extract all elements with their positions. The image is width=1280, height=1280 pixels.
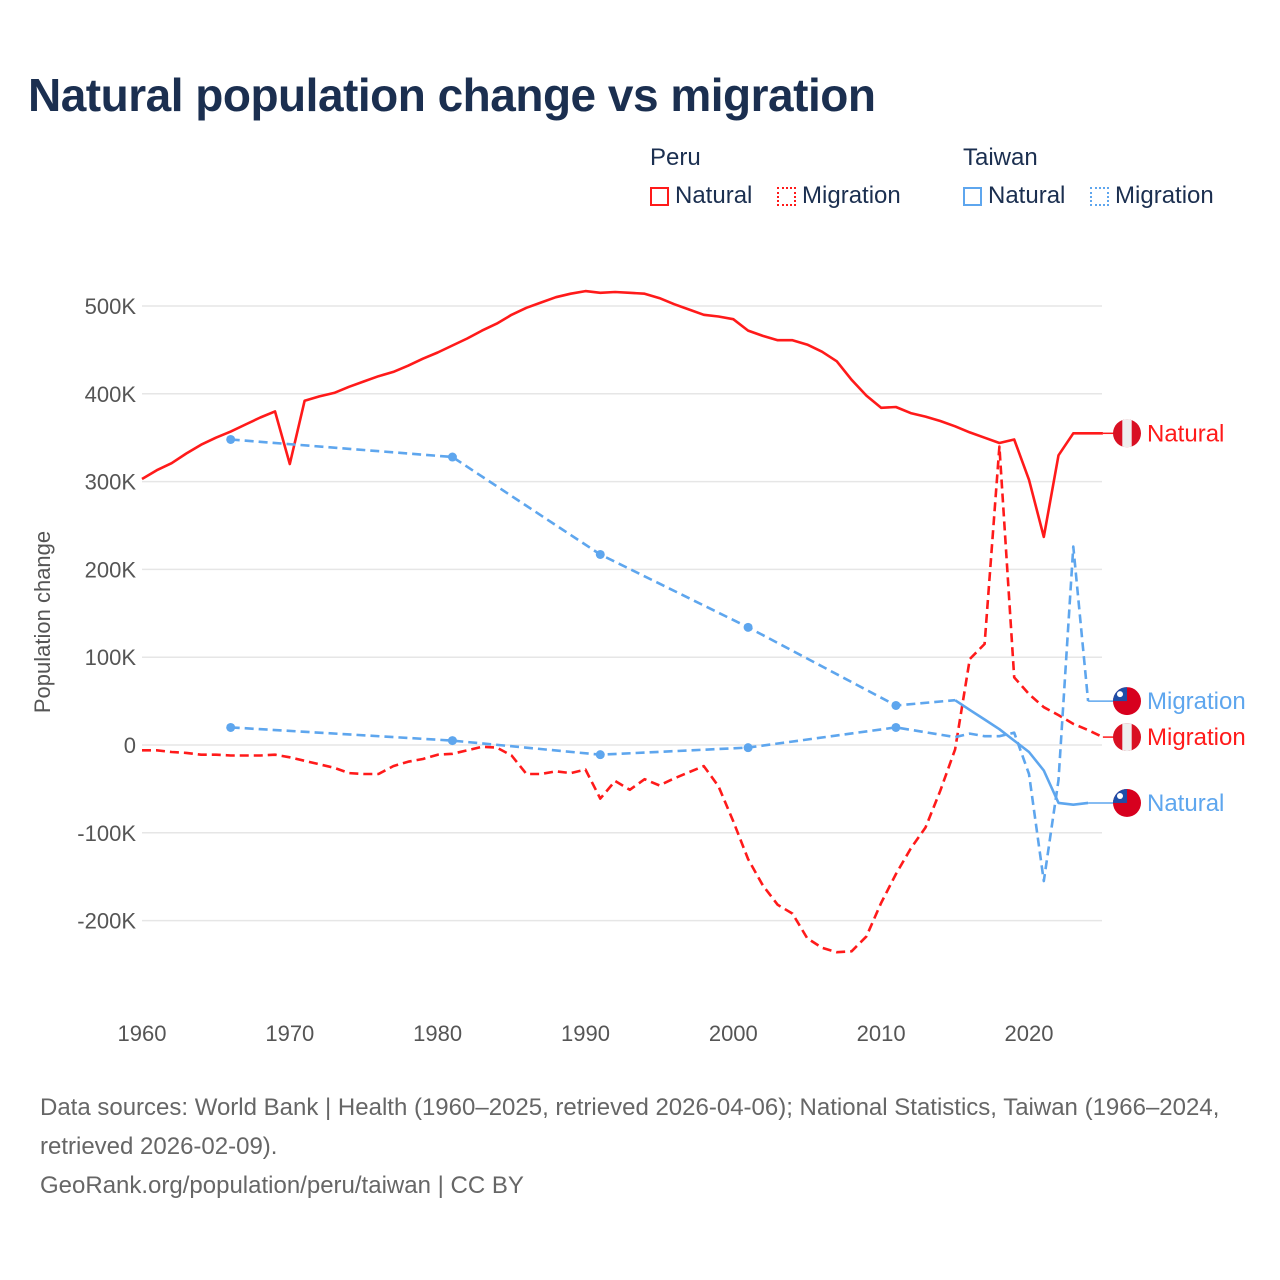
legend-swatch-solid — [963, 186, 982, 206]
peru-flag-icon — [1113, 723, 1141, 752]
taiwan-migration-point — [743, 743, 753, 753]
taiwan-natural-point — [743, 622, 753, 632]
y-axis-ticks: 500K 400K 300K 200K 100K 0 -100K -200K — [77, 294, 136, 934]
legend-group-peru: Peru Natural Migration — [650, 144, 919, 213]
taiwan-migration-line — [230, 545, 1090, 883]
legend-label: Natural — [675, 182, 753, 209]
y-tick-label: -100K — [77, 821, 136, 846]
y-tick-label: 500K — [85, 294, 137, 319]
legend-item-peru-migration[interactable]: Migration — [777, 182, 901, 210]
taiwan-migration-point — [891, 722, 901, 732]
taiwan-migration-point — [595, 750, 605, 760]
x-tick-label: 1980 — [413, 1021, 462, 1046]
y-tick-label: 200K — [85, 557, 137, 582]
end-labels: Natural Migration Natural Migration — [1088, 419, 1246, 817]
flag-sun — [1117, 792, 1123, 799]
taiwan-flag-icon — [1113, 687, 1141, 716]
taiwan-flag-icon — [1113, 788, 1141, 817]
flag-fill — [1113, 687, 1141, 716]
legend-label: Migration — [1115, 182, 1214, 209]
legend-label: Migration — [802, 182, 901, 209]
gridlines — [142, 305, 1102, 922]
flag-fill — [1113, 723, 1141, 752]
taiwan-natural-point — [447, 452, 457, 462]
legend-swatch-dotted — [777, 186, 797, 206]
credit-link[interactable]: GeoRank.org/population/peru/taiwan | CC … — [40, 1172, 524, 1199]
y-tick-label: 0 — [124, 733, 136, 758]
legend-swatch-dotted — [1090, 186, 1110, 206]
x-tick-label: 1970 — [265, 1021, 314, 1046]
x-tick-label: 2000 — [709, 1021, 758, 1046]
taiwan-natural-point — [226, 434, 236, 444]
legend-group-name: Taiwan — [963, 144, 1038, 171]
taiwan-natural-line-dashed — [230, 438, 956, 707]
peru-flag-icon — [1113, 419, 1141, 448]
peru-natural-line — [141, 289, 1103, 539]
y-axis-label: Population change — [30, 531, 55, 713]
x-tick-label: 2020 — [1005, 1021, 1054, 1046]
y-tick-label: 400K — [85, 382, 137, 407]
x-tick-label: 2010 — [857, 1021, 906, 1046]
footer: Data sources: World Bank | Health (1960–… — [40, 1088, 1250, 1205]
flag-sun — [1117, 691, 1123, 698]
series-lines — [141, 289, 1104, 954]
legend-group-name: Peru — [650, 144, 701, 171]
peru-migration-line — [142, 445, 1104, 954]
y-tick-label: 100K — [85, 645, 137, 670]
x-axis-ticks: 1960 1970 1980 1990 2000 2010 2020 — [118, 1021, 1054, 1046]
taiwan-natural-end-label: Natural — [1147, 790, 1224, 817]
taiwan-migration-end-label: Migration — [1147, 688, 1246, 715]
legend-group-taiwan: Taiwan Natural Migration — [963, 144, 1232, 213]
taiwan-natural-point — [891, 700, 901, 710]
legend-item-peru-natural[interactable]: Natural — [650, 182, 752, 210]
legend-label: Natural — [988, 182, 1066, 209]
legend-item-taiwan-migration[interactable]: Migration — [1090, 182, 1214, 210]
taiwan-natural-line-solid — [954, 699, 1089, 807]
legend-item-taiwan-natural[interactable]: Natural — [963, 182, 1065, 210]
chart-plot: 500K 400K 300K 200K 100K 0 -100K -200K 1960 1970… — [30, 289, 1246, 1046]
y-tick-label: -200K — [77, 909, 136, 934]
peru-natural-end-label: Natural — [1147, 420, 1224, 447]
taiwan-natural-point — [595, 549, 605, 559]
chart-title: Natural population change vs migration — [28, 69, 876, 121]
x-tick-label: 1960 — [118, 1021, 167, 1046]
flag-white — [1122, 419, 1132, 448]
x-tick-label: 1990 — [561, 1021, 610, 1046]
flag-fill — [1113, 419, 1141, 448]
y-tick-label: 300K — [85, 470, 137, 495]
data-sources: Data sources: World Bank | Health (1960–… — [40, 1094, 1220, 1160]
taiwan-migration-point — [447, 736, 457, 746]
flag-white — [1122, 723, 1132, 752]
peru-migration-end-label: Migration — [1147, 724, 1246, 751]
flag-fill — [1113, 788, 1141, 817]
legend-swatch-solid — [650, 186, 669, 206]
taiwan-migration-point — [226, 722, 236, 732]
